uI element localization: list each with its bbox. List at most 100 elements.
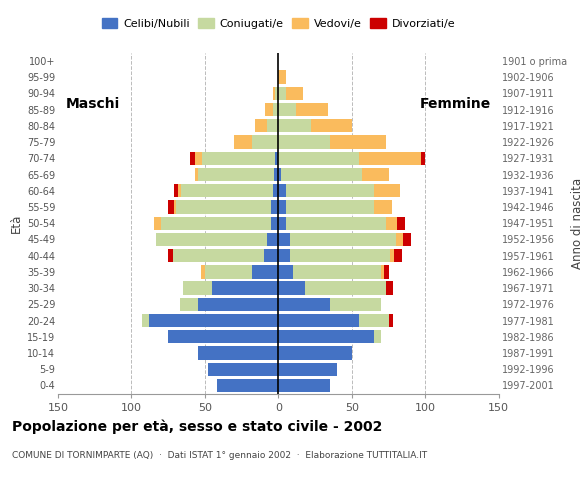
Bar bbox=[278, 135, 330, 149]
Bar bbox=[278, 233, 290, 246]
Bar bbox=[278, 168, 281, 181]
Bar bbox=[217, 379, 278, 392]
Bar bbox=[278, 265, 293, 278]
Bar bbox=[212, 281, 278, 295]
Bar bbox=[273, 87, 275, 100]
Bar bbox=[290, 233, 396, 246]
Bar bbox=[195, 168, 198, 181]
Bar bbox=[359, 152, 421, 165]
Bar bbox=[168, 249, 173, 262]
Bar bbox=[389, 314, 393, 327]
Bar bbox=[271, 200, 278, 214]
Bar bbox=[190, 152, 195, 165]
Bar bbox=[278, 200, 286, 214]
Bar bbox=[374, 330, 381, 344]
Bar bbox=[264, 249, 278, 262]
Bar bbox=[142, 314, 149, 327]
Y-axis label: Età: Età bbox=[10, 214, 23, 233]
Bar bbox=[381, 265, 384, 278]
Bar bbox=[278, 119, 311, 132]
Bar bbox=[267, 119, 278, 132]
Bar bbox=[255, 119, 267, 132]
Bar bbox=[330, 135, 386, 149]
Bar bbox=[386, 281, 393, 295]
Bar bbox=[198, 168, 274, 181]
Bar bbox=[179, 184, 182, 197]
Legend: Celibi/Nubili, Coniugati/e, Vedovi/e, Divorziati/e: Celibi/Nubili, Coniugati/e, Vedovi/e, Di… bbox=[97, 14, 459, 34]
Bar bbox=[267, 233, 278, 246]
Bar bbox=[149, 314, 278, 327]
Bar bbox=[281, 168, 362, 181]
Bar bbox=[276, 152, 278, 165]
Bar bbox=[293, 265, 381, 278]
Bar bbox=[278, 184, 286, 197]
Bar bbox=[208, 362, 278, 376]
Bar bbox=[278, 314, 359, 327]
Bar bbox=[296, 103, 328, 116]
Bar bbox=[198, 347, 278, 360]
Bar bbox=[234, 135, 252, 149]
Bar bbox=[362, 168, 389, 181]
Bar bbox=[278, 152, 359, 165]
Bar bbox=[305, 281, 386, 295]
Bar bbox=[168, 330, 278, 344]
Bar bbox=[403, 233, 411, 246]
Bar bbox=[180, 298, 198, 311]
Bar bbox=[278, 298, 330, 311]
Bar bbox=[330, 298, 381, 311]
Bar bbox=[252, 135, 278, 149]
Bar bbox=[265, 103, 273, 116]
Bar bbox=[183, 281, 212, 295]
Bar bbox=[157, 233, 267, 246]
Bar bbox=[386, 216, 397, 230]
Bar bbox=[278, 347, 352, 360]
Bar bbox=[374, 200, 392, 214]
Bar bbox=[278, 379, 330, 392]
Bar bbox=[198, 298, 278, 311]
Bar bbox=[278, 362, 337, 376]
Bar bbox=[374, 184, 400, 197]
Bar bbox=[278, 249, 290, 262]
Bar bbox=[273, 103, 278, 116]
Bar bbox=[174, 184, 179, 197]
Bar bbox=[195, 152, 202, 165]
Bar bbox=[278, 103, 296, 116]
Bar bbox=[273, 184, 278, 197]
Text: Maschi: Maschi bbox=[66, 96, 119, 110]
Bar bbox=[182, 184, 273, 197]
Bar bbox=[384, 265, 389, 278]
Bar bbox=[390, 249, 394, 262]
Bar bbox=[154, 216, 161, 230]
Bar bbox=[176, 200, 271, 214]
Bar bbox=[311, 119, 352, 132]
Bar bbox=[168, 200, 174, 214]
Bar bbox=[274, 168, 278, 181]
Bar bbox=[286, 184, 374, 197]
Bar bbox=[201, 265, 205, 278]
Bar bbox=[359, 314, 389, 327]
Bar bbox=[205, 265, 252, 278]
Bar bbox=[286, 216, 386, 230]
Bar bbox=[396, 233, 403, 246]
Bar bbox=[174, 200, 176, 214]
Text: COMUNE DI TORNIMPARTE (AQ)  ·  Dati ISTAT 1° gennaio 2002  ·  Elaborazione TUTTI: COMUNE DI TORNIMPARTE (AQ) · Dati ISTAT … bbox=[12, 451, 427, 460]
Bar bbox=[290, 249, 390, 262]
Bar bbox=[421, 152, 425, 165]
Bar bbox=[278, 71, 286, 84]
Y-axis label: Anno di nascita: Anno di nascita bbox=[571, 178, 580, 269]
Bar bbox=[278, 216, 286, 230]
Text: Popolazione per età, sesso e stato civile - 2002: Popolazione per età, sesso e stato civil… bbox=[12, 420, 382, 434]
Bar bbox=[394, 249, 402, 262]
Bar bbox=[202, 152, 276, 165]
Bar bbox=[252, 265, 278, 278]
Bar bbox=[271, 216, 278, 230]
Bar bbox=[278, 281, 305, 295]
Bar bbox=[286, 200, 374, 214]
Bar bbox=[161, 216, 271, 230]
Bar bbox=[397, 216, 405, 230]
Bar bbox=[286, 87, 303, 100]
Bar bbox=[173, 249, 264, 262]
Bar bbox=[278, 330, 374, 344]
Bar bbox=[276, 87, 278, 100]
Bar bbox=[278, 87, 286, 100]
